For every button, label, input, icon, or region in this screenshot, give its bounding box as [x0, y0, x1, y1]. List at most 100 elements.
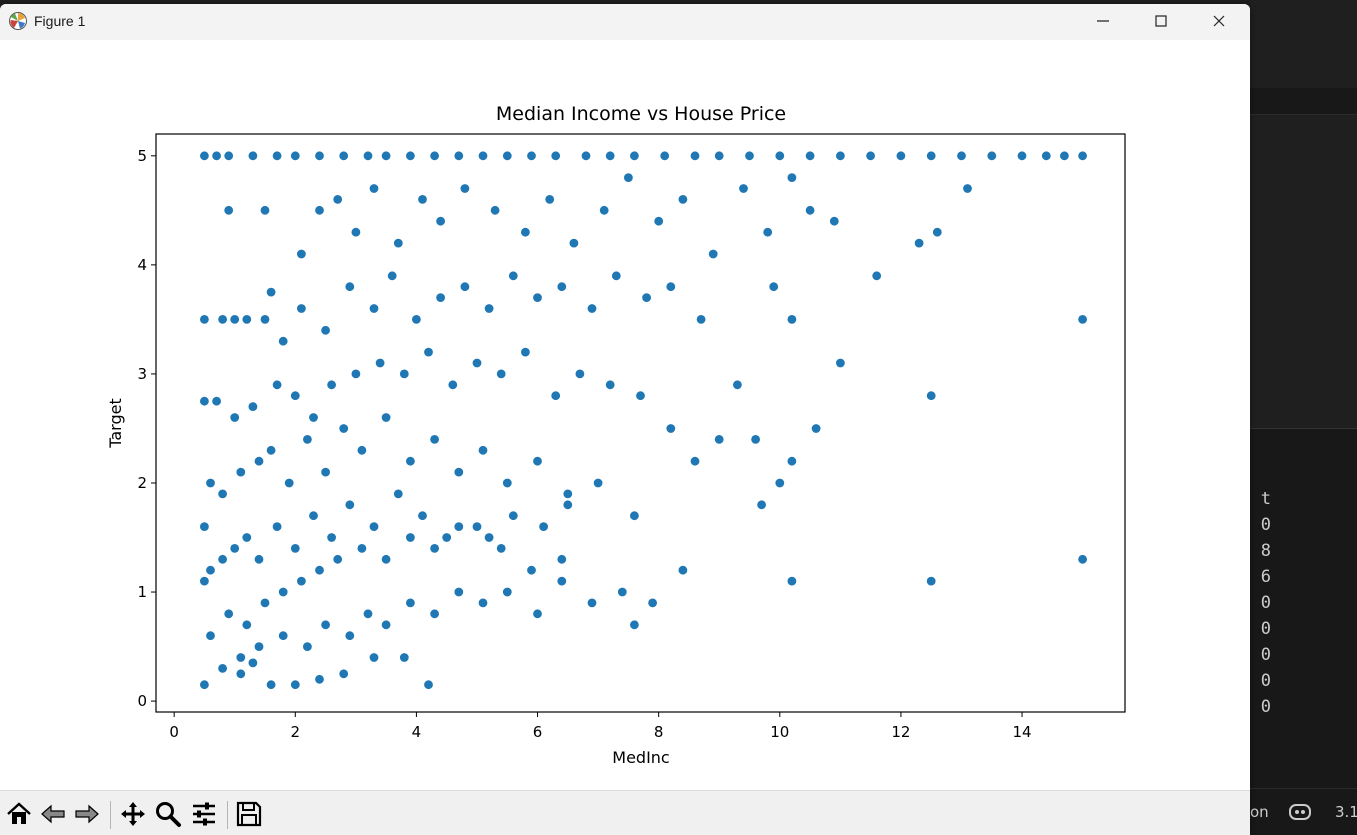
scatter-point: [768, 281, 779, 292]
scatter-point: [247, 401, 259, 412]
scatter-point: [502, 477, 513, 489]
scatter-point: [308, 412, 319, 423]
scatter-point: [229, 314, 240, 325]
scatter-point: [205, 630, 216, 641]
terminal-text: 0: [1260, 697, 1271, 717]
scatter-point: [314, 205, 325, 216]
scatter-point: [459, 183, 471, 194]
minimize-button[interactable]: [1074, 4, 1132, 38]
scatter-point: [290, 543, 301, 554]
scatter-point: [314, 150, 325, 162]
scatter-point: [756, 499, 767, 511]
configure-subplots-button[interactable]: [189, 799, 219, 829]
scatter-point: [544, 194, 555, 205]
scatter-point: [344, 281, 356, 292]
scatter-point: [477, 445, 489, 456]
scatter-point: [629, 150, 640, 162]
scatter-point: [986, 150, 998, 162]
scatter-point: [278, 586, 289, 598]
scatter-point: [362, 150, 374, 162]
configure-subplots-icon: [193, 802, 215, 826]
plot-frame: [155, 133, 1126, 713]
scatter-point: [217, 488, 228, 500]
title-bar[interactable]: Figure 1: [0, 4, 1250, 40]
scatter-point: [217, 314, 228, 325]
x-tick-label: 2: [291, 723, 301, 741]
scatter-point: [399, 652, 410, 663]
scatter-point: [429, 608, 440, 620]
scatter-point: [241, 532, 253, 543]
scatter-point: [677, 565, 689, 576]
scatter-point: [762, 226, 773, 238]
terminal-text: 0: [1260, 671, 1271, 691]
scatter-point: [532, 456, 543, 467]
scatter-point: [435, 215, 446, 227]
scatter-point: [284, 477, 295, 489]
pan-button[interactable]: [118, 799, 148, 829]
status-text: 3.1: [1335, 803, 1357, 821]
scatter-point: [489, 205, 501, 216]
forward-button[interactable]: [72, 799, 102, 829]
scatter-point: [599, 205, 610, 216]
terminal-text: 0: [1260, 619, 1271, 639]
scatter-point: [199, 396, 210, 407]
scatter-point: [453, 466, 465, 478]
scatter-point: [556, 554, 568, 565]
scatter-point: [956, 150, 967, 162]
scatter-point: [580, 150, 592, 162]
maximize-button[interactable]: [1132, 4, 1190, 38]
scatter-point: [453, 150, 465, 162]
scatter-point: [550, 150, 561, 162]
scatter-point: [380, 554, 392, 565]
y-tick-label: 2: [137, 474, 147, 492]
scatter-point: [1077, 314, 1088, 325]
scatter-point: [568, 237, 580, 249]
scatter-point: [271, 150, 283, 162]
scatter-point: [265, 445, 277, 456]
save-button[interactable]: [234, 799, 264, 829]
scatter-point: [483, 532, 495, 543]
minimize-icon: [1097, 20, 1109, 22]
scatter-point: [653, 215, 664, 227]
copilot-icon[interactable]: [1288, 801, 1312, 823]
scatter-point: [235, 668, 247, 680]
scatter-point: [296, 248, 307, 260]
scatter-point: [380, 619, 392, 631]
scatter-point: [247, 150, 259, 162]
matplotlib-icon: [9, 12, 27, 30]
scatter-point: [350, 368, 362, 380]
scatter-point: [393, 237, 404, 249]
scatter-point: [1077, 554, 1088, 565]
scatter-point: [483, 303, 495, 314]
scatter-point: [629, 510, 640, 521]
scatter-point: [804, 205, 816, 216]
figure-canvas[interactable]: Median Income vs House Price 0 2 4 6 8 10 12 14…: [0, 40, 1250, 790]
close-button[interactable]: [1190, 4, 1248, 38]
scatter-point: [574, 368, 586, 380]
scatter-point: [453, 521, 465, 532]
scatter-point: [641, 292, 652, 303]
scatter-point: [526, 150, 537, 162]
scatter-point: [332, 554, 343, 565]
zoom-button[interactable]: [153, 799, 183, 829]
scatter-point: [223, 205, 234, 216]
scatter-point: [895, 150, 907, 162]
scatter-point: [508, 510, 519, 521]
chart-title: Median Income vs House Price: [496, 103, 786, 125]
scatter-point: [714, 434, 725, 445]
scatter-point: [338, 150, 349, 162]
scatter-point: [865, 150, 876, 162]
scatter-point: [326, 379, 337, 391]
scatter-point: [586, 303, 598, 314]
scatter-point: [477, 597, 489, 609]
home-button[interactable]: [4, 799, 34, 829]
scatter-point: [659, 150, 670, 162]
scatter-point: [338, 668, 349, 680]
scatter-point: [229, 543, 240, 554]
scatter-point: [629, 619, 640, 631]
back-button[interactable]: [38, 799, 68, 829]
scatter-point: [320, 619, 331, 631]
scatter-point: [265, 286, 277, 298]
scatter-point: [1059, 150, 1070, 162]
scatter-point: [259, 205, 271, 216]
